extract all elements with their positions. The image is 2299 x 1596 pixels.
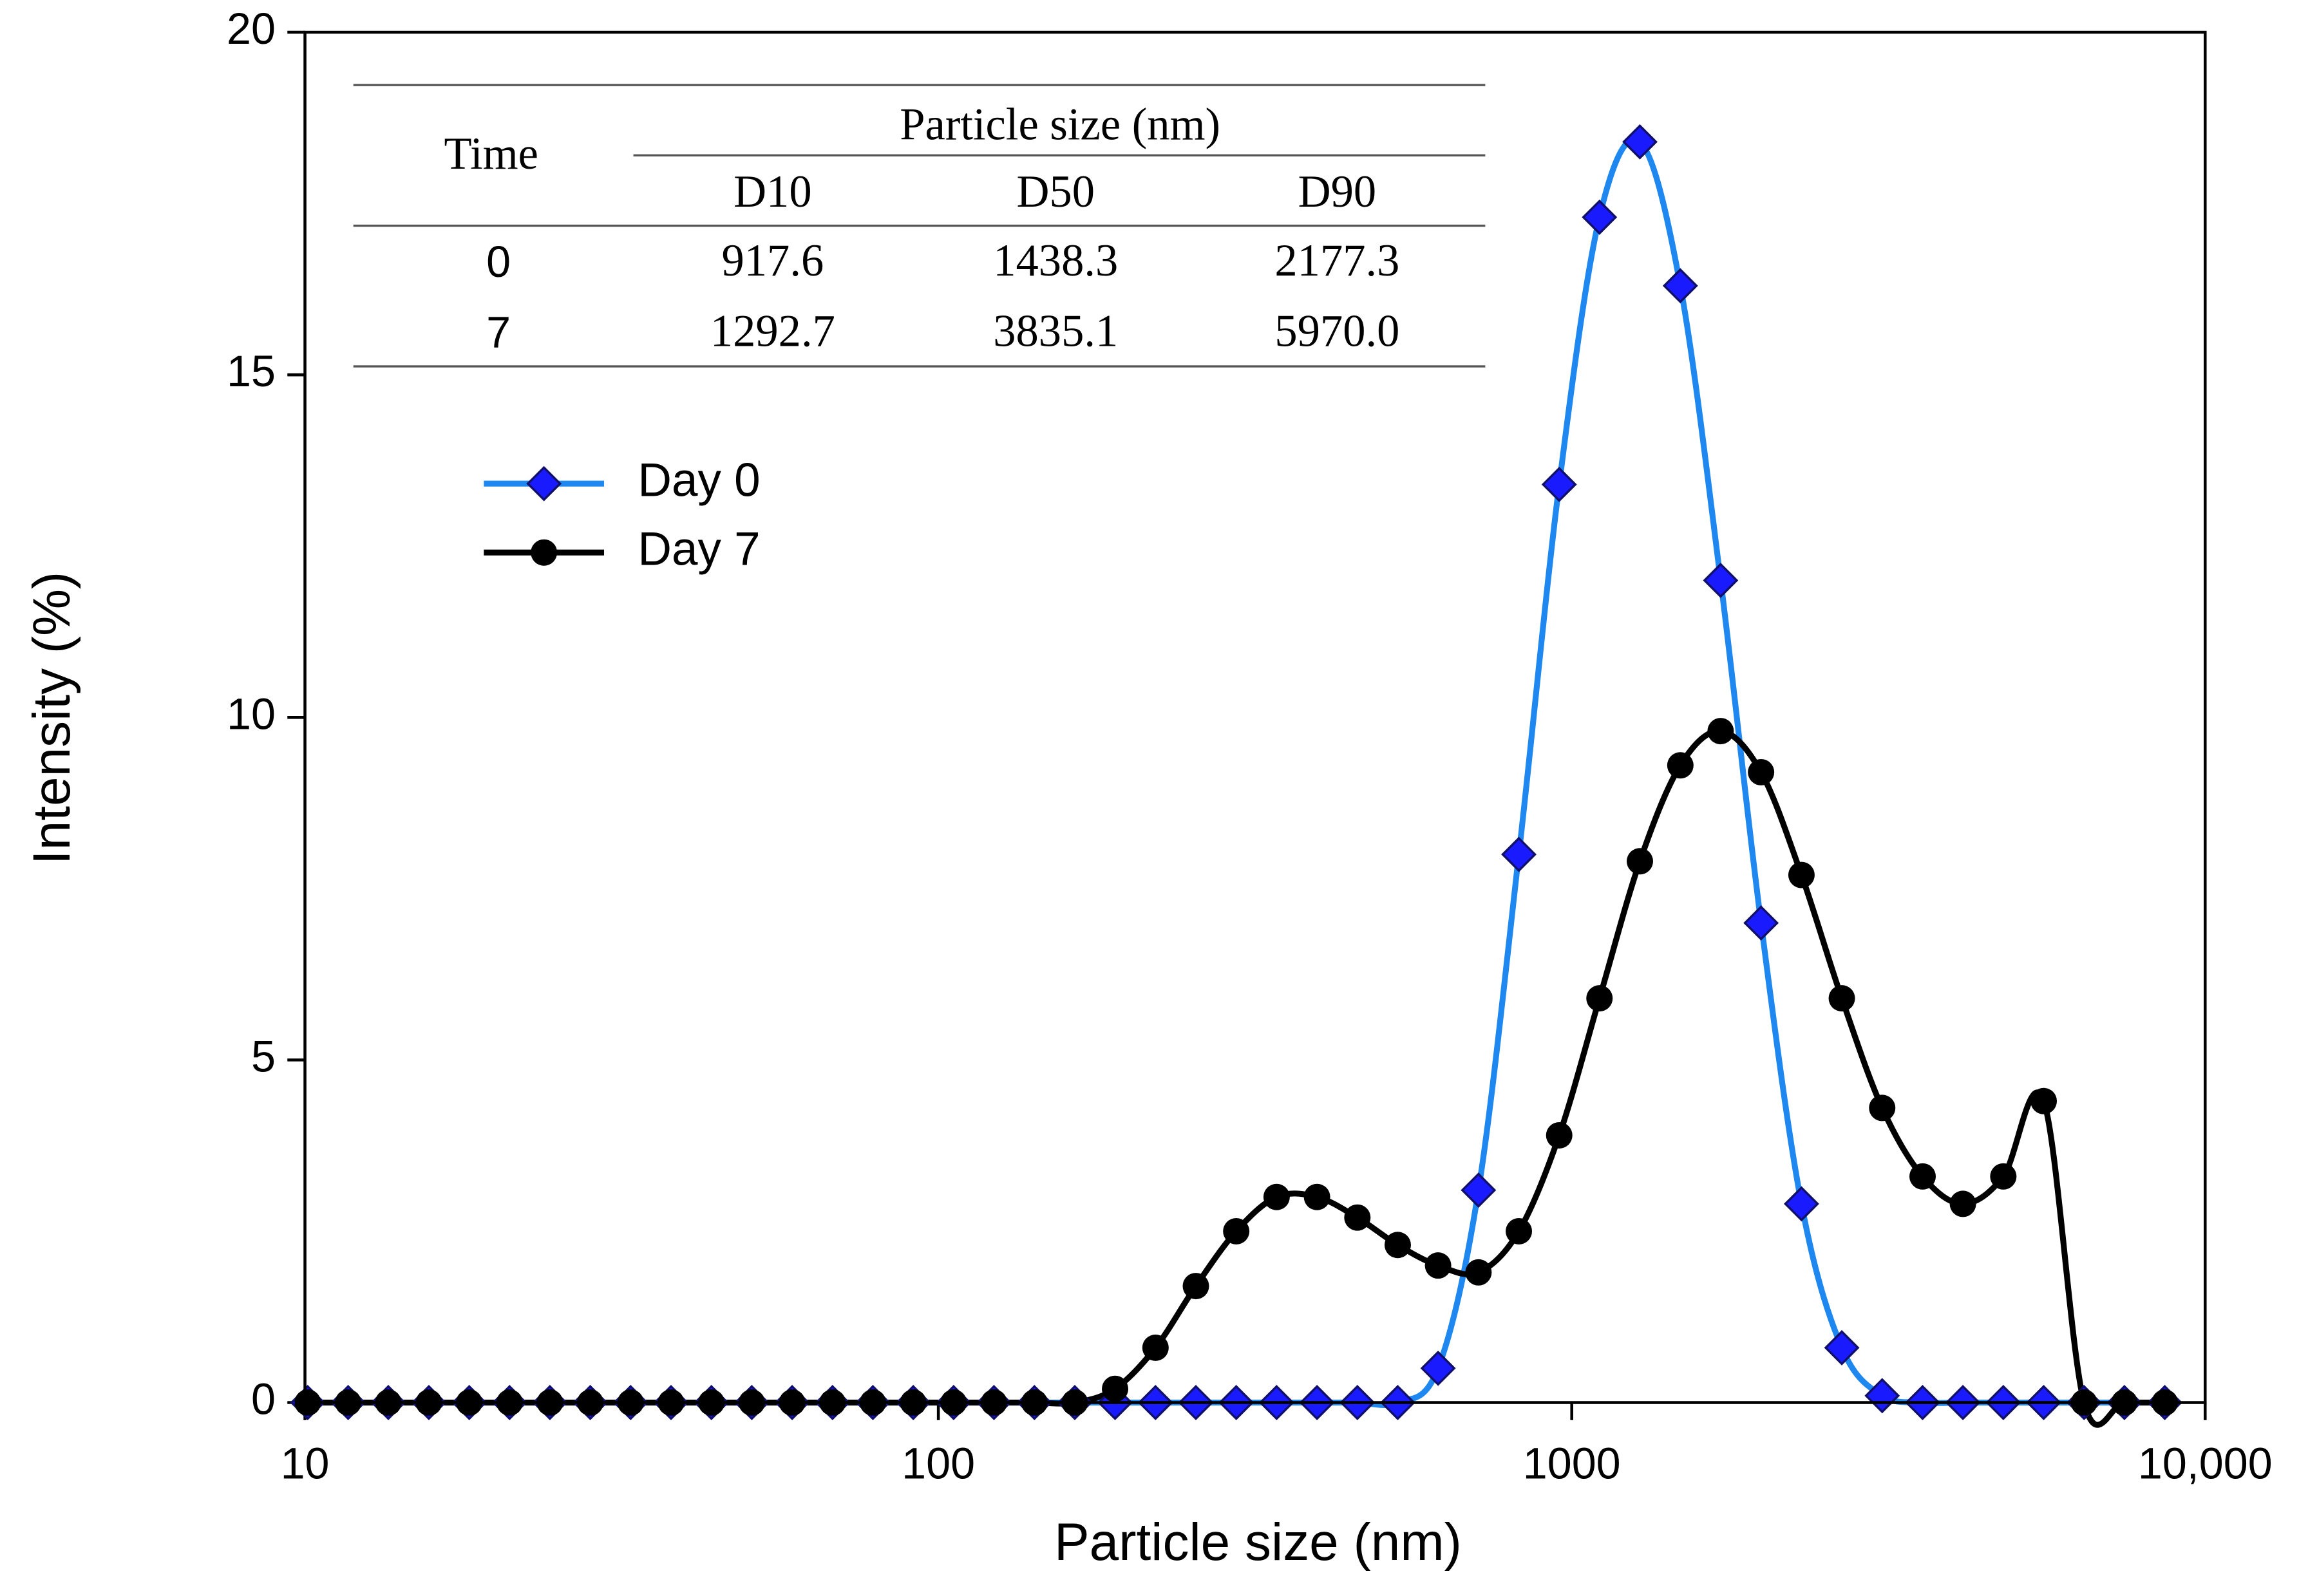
data-point <box>1622 124 1658 160</box>
table-column-header: D10 <box>733 167 812 217</box>
table-header: Time <box>444 129 538 179</box>
series-line <box>307 136 2165 1409</box>
data-point <box>1142 1334 1169 1361</box>
x-tick-label: 10,000 <box>2138 1440 2273 1488</box>
table-cell: 3835.1 <box>993 306 1118 356</box>
data-point <box>1424 1252 1452 1279</box>
data-point <box>1783 1186 1819 1222</box>
data-point <box>1909 1163 1936 1190</box>
data-point <box>1627 848 1653 875</box>
y-axis-title: Intensity (%) <box>23 572 81 865</box>
y-tick-label: 20 <box>227 5 276 53</box>
data-point <box>1662 268 1698 304</box>
data-point <box>1743 905 1779 941</box>
legend-label: Day 0 <box>638 454 760 506</box>
x-axis-title: Particle size (nm) <box>1054 1513 1462 1572</box>
data-point <box>1546 1122 1573 1149</box>
legend-marker <box>526 465 562 502</box>
plot-frame <box>303 30 2207 1404</box>
data-point <box>1582 199 1618 235</box>
table-cell: 1292.7 <box>710 306 835 356</box>
table-cell: 1438.3 <box>993 236 1118 286</box>
data-point <box>1182 1273 1209 1300</box>
table-cell: 2177.3 <box>1274 236 1399 286</box>
series-line <box>307 728 2165 1428</box>
data-point <box>1223 1217 1250 1244</box>
data-point <box>1461 1172 1497 1208</box>
data-point <box>1869 1094 1896 1122</box>
y-tick-label: 5 <box>251 1032 276 1081</box>
data-point <box>1748 758 1775 785</box>
legend-label: Day 7 <box>638 523 760 575</box>
data-point <box>1824 1329 1860 1366</box>
y-tick-label: 10 <box>227 690 276 738</box>
data-point <box>1990 1163 2017 1190</box>
data-point <box>1506 1217 1533 1244</box>
table-column-header: D50 <box>1017 167 1095 217</box>
table-cell: 0 <box>486 238 511 286</box>
legend-marker <box>531 539 558 566</box>
data-point <box>1102 1375 1129 1402</box>
table-cell: 7 <box>486 308 511 357</box>
data-point <box>1949 1190 1976 1217</box>
data-point <box>1667 752 1694 779</box>
x-tick-label: 1000 <box>1523 1440 1621 1488</box>
x-tick-label: 10 <box>281 1440 330 1488</box>
table-column-header: D90 <box>1298 167 1377 217</box>
data-point <box>1303 1183 1330 1210</box>
data-point <box>1420 1350 1456 1386</box>
data-point <box>1344 1204 1371 1231</box>
y-tick-label: 15 <box>227 347 276 396</box>
data-point <box>1586 985 1613 1012</box>
data-point <box>1788 861 1815 888</box>
data-point <box>1263 1183 1290 1210</box>
table-cell: 5970.0 <box>1274 306 1399 356</box>
y-tick-label: 0 <box>251 1375 276 1424</box>
data-point <box>1541 467 1577 502</box>
data-point <box>2030 1087 2058 1114</box>
table-cell: 917.6 <box>721 236 824 286</box>
x-tick-label: 100 <box>902 1440 975 1488</box>
data-point <box>1384 1232 1411 1259</box>
data-point <box>1703 562 1739 598</box>
data-point <box>1501 836 1537 872</box>
data-point <box>1707 718 1734 745</box>
data-point <box>1465 1259 1492 1286</box>
data-point <box>1828 985 1855 1012</box>
table-group-header: Particle size (nm) <box>900 100 1220 150</box>
